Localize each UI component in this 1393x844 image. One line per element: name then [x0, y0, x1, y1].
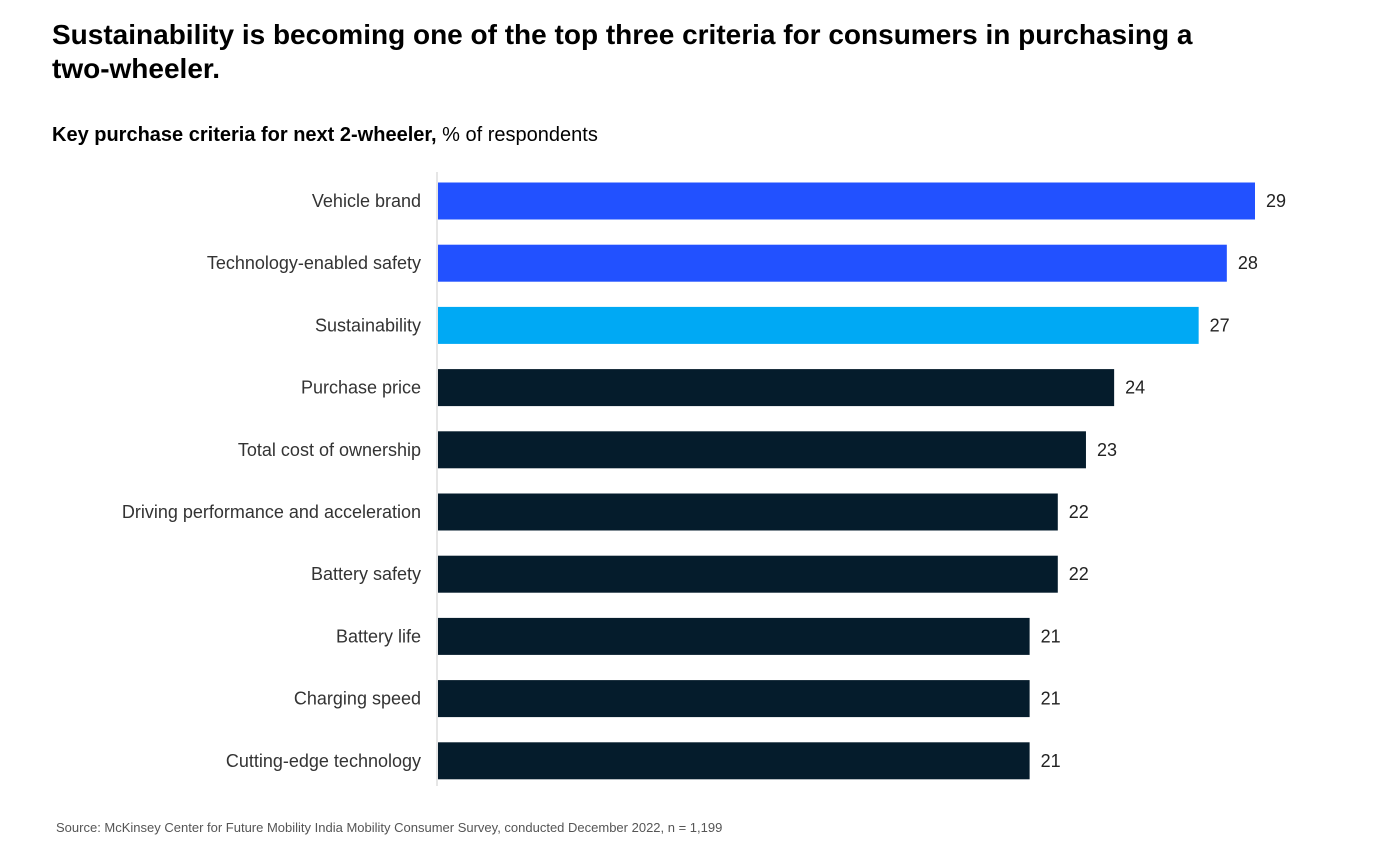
value-label: 22	[1069, 502, 1089, 522]
bar-4	[438, 431, 1086, 469]
category-label: Sustainability	[315, 315, 421, 335]
chart-headline: Sustainability is becoming one of the to…	[52, 19, 1193, 84]
category-label: Battery life	[336, 626, 421, 646]
subtitle-unit: % of respondents	[436, 124, 598, 146]
value-label: 21	[1041, 689, 1061, 709]
value-label: 21	[1041, 626, 1061, 646]
category-label: Purchase price	[301, 378, 421, 398]
value-label: 21	[1041, 751, 1061, 771]
value-label: 24	[1125, 378, 1145, 398]
bar-5	[438, 493, 1058, 531]
category-label: Vehicle brand	[312, 191, 421, 211]
bar-6	[438, 555, 1058, 593]
category-label: Driving performance and acceleration	[122, 502, 421, 522]
category-label: Total cost of ownership	[238, 440, 421, 460]
bar-0	[438, 182, 1255, 220]
value-label: 23	[1097, 440, 1117, 460]
category-label: Charging speed	[294, 689, 421, 709]
bars-group: Vehicle brand 29 Technology-enabled safety…	[122, 182, 1286, 780]
category-label: Cutting-edge technology	[226, 751, 421, 771]
bar-9	[438, 742, 1030, 780]
value-label: 27	[1210, 315, 1230, 335]
bar-1	[438, 244, 1227, 282]
source-note: Source: McKinsey Center for Future Mobil…	[56, 820, 723, 835]
category-label: Battery safety	[311, 564, 421, 584]
value-label: 29	[1266, 191, 1286, 211]
value-label: 28	[1238, 253, 1258, 273]
bar-7	[438, 617, 1030, 655]
bar-3	[438, 369, 1115, 407]
value-label: 22	[1069, 564, 1089, 584]
category-label: Technology-enabled safety	[207, 253, 421, 273]
bar-2	[438, 306, 1199, 344]
bar-8	[438, 680, 1030, 718]
chart-subtitle: Key purchase criteria for next 2-wheeler…	[52, 122, 598, 148]
subtitle-bold: Key purchase criteria for next 2-wheeler…	[52, 124, 437, 146]
